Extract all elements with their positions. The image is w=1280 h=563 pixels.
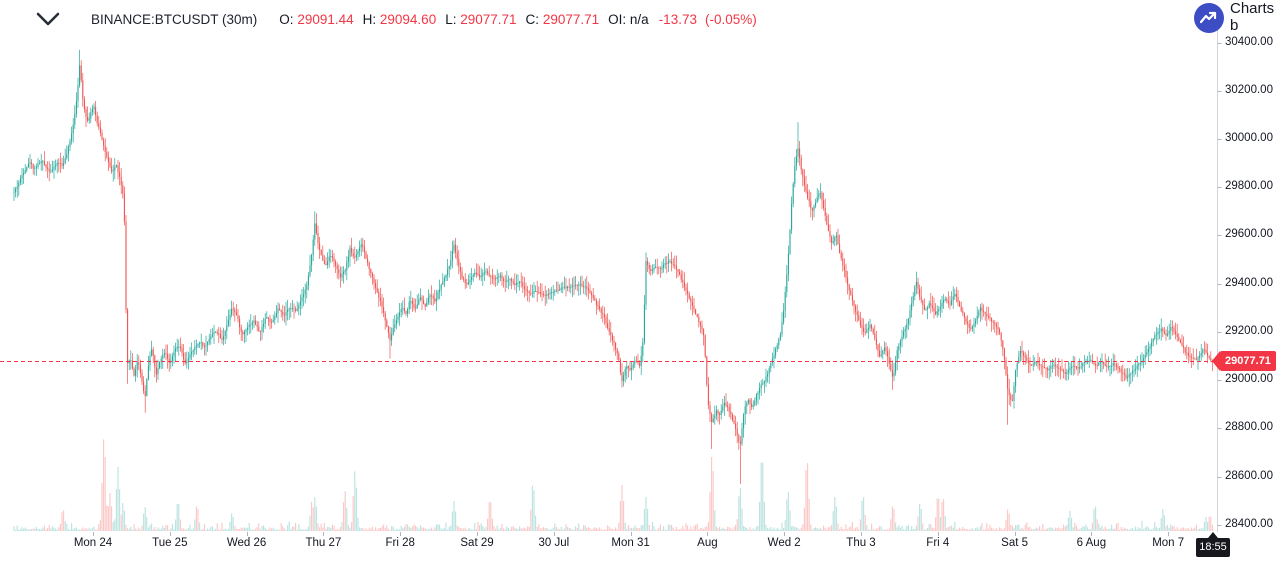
price-axis-label: 30200.00 — [1225, 83, 1273, 96]
chevron-down-icon[interactable] — [36, 11, 60, 27]
charts-label[interactable]: Charts b — [1230, 0, 1275, 34]
price-axis-label: 29600.00 — [1225, 228, 1273, 241]
time-axis-label: Thu 3 — [846, 537, 876, 549]
open-value: 29091.44 — [297, 11, 354, 27]
time-axis-label: 30 Jul — [538, 537, 570, 549]
close-value: 29077.71 — [542, 11, 600, 27]
price-axis-label: 28600.00 — [1225, 469, 1273, 482]
open-label: O: — [279, 11, 294, 27]
current-price-tag: 29077.71 — [1212, 351, 1276, 372]
current-time-badge: 18:55 — [1196, 532, 1230, 557]
price-axis-label: 28800.00 — [1225, 421, 1273, 434]
trend-up-arrow-icon — [1200, 11, 1217, 24]
oi-label: OI: — [608, 11, 627, 27]
time-axis-label: Mon 31 — [611, 537, 650, 549]
oi-value: n/a — [629, 11, 649, 27]
price-axis-label: 29800.00 — [1225, 180, 1273, 193]
low-label: L: — [445, 11, 457, 27]
price-scale[interactable]: 29077.71 30400.00 30200.00 30000.00 29800.0… — [1212, 0, 1280, 537]
price-axis-label: 29200.00 — [1225, 324, 1273, 337]
close-label: C: — [525, 11, 540, 27]
price-axis-label: 28400.00 — [1225, 517, 1273, 530]
symbol-title[interactable]: BINANCE:BTCUSDT (30m) — [91, 11, 258, 27]
brand: Charts b — [1194, 0, 1280, 34]
price-axis-label: 30000.00 — [1225, 131, 1273, 144]
time-axis-label: Fri 28 — [385, 537, 415, 549]
time-axis-label: 6 Aug — [1076, 537, 1107, 549]
low-value: 29077.71 — [460, 11, 517, 27]
time-axis-label: Fri 4 — [926, 537, 950, 549]
price-axis-label: 29000.00 — [1225, 373, 1273, 386]
time-axis-label: Aug — [697, 537, 718, 549]
price-axis-label: 29400.00 — [1225, 276, 1273, 289]
legend: BINANCE:BTCUSDT (30m) O: 29091.44 H: 290… — [0, 8, 757, 30]
change-percent: (-0.05%) — [704, 11, 757, 27]
price-axis-label: 30400.00 — [1225, 35, 1273, 48]
time-axis-label: Wed 2 — [767, 537, 801, 549]
time-scale[interactable]: 18:55 Mon 24 Tue 25 Wed 26 Thu 27 Fri 28 Sat … — [0, 531, 1280, 563]
change-value: -13.73 — [658, 11, 697, 27]
time-axis-label: Sat 5 — [1001, 537, 1029, 549]
tradingview-logo[interactable] — [1194, 3, 1224, 33]
time-axis-label: Wed 26 — [226, 537, 267, 549]
time-axis-label: Thu 27 — [305, 537, 342, 549]
time-axis-label: Mon 7 — [1152, 537, 1185, 549]
time-axis-label: Tue 25 — [152, 537, 188, 549]
time-axis-label: Sat 29 — [460, 537, 494, 549]
high-value: 29094.60 — [379, 11, 437, 27]
high-label: H: — [362, 11, 377, 27]
time-axis-label: Mon 24 — [73, 537, 113, 549]
